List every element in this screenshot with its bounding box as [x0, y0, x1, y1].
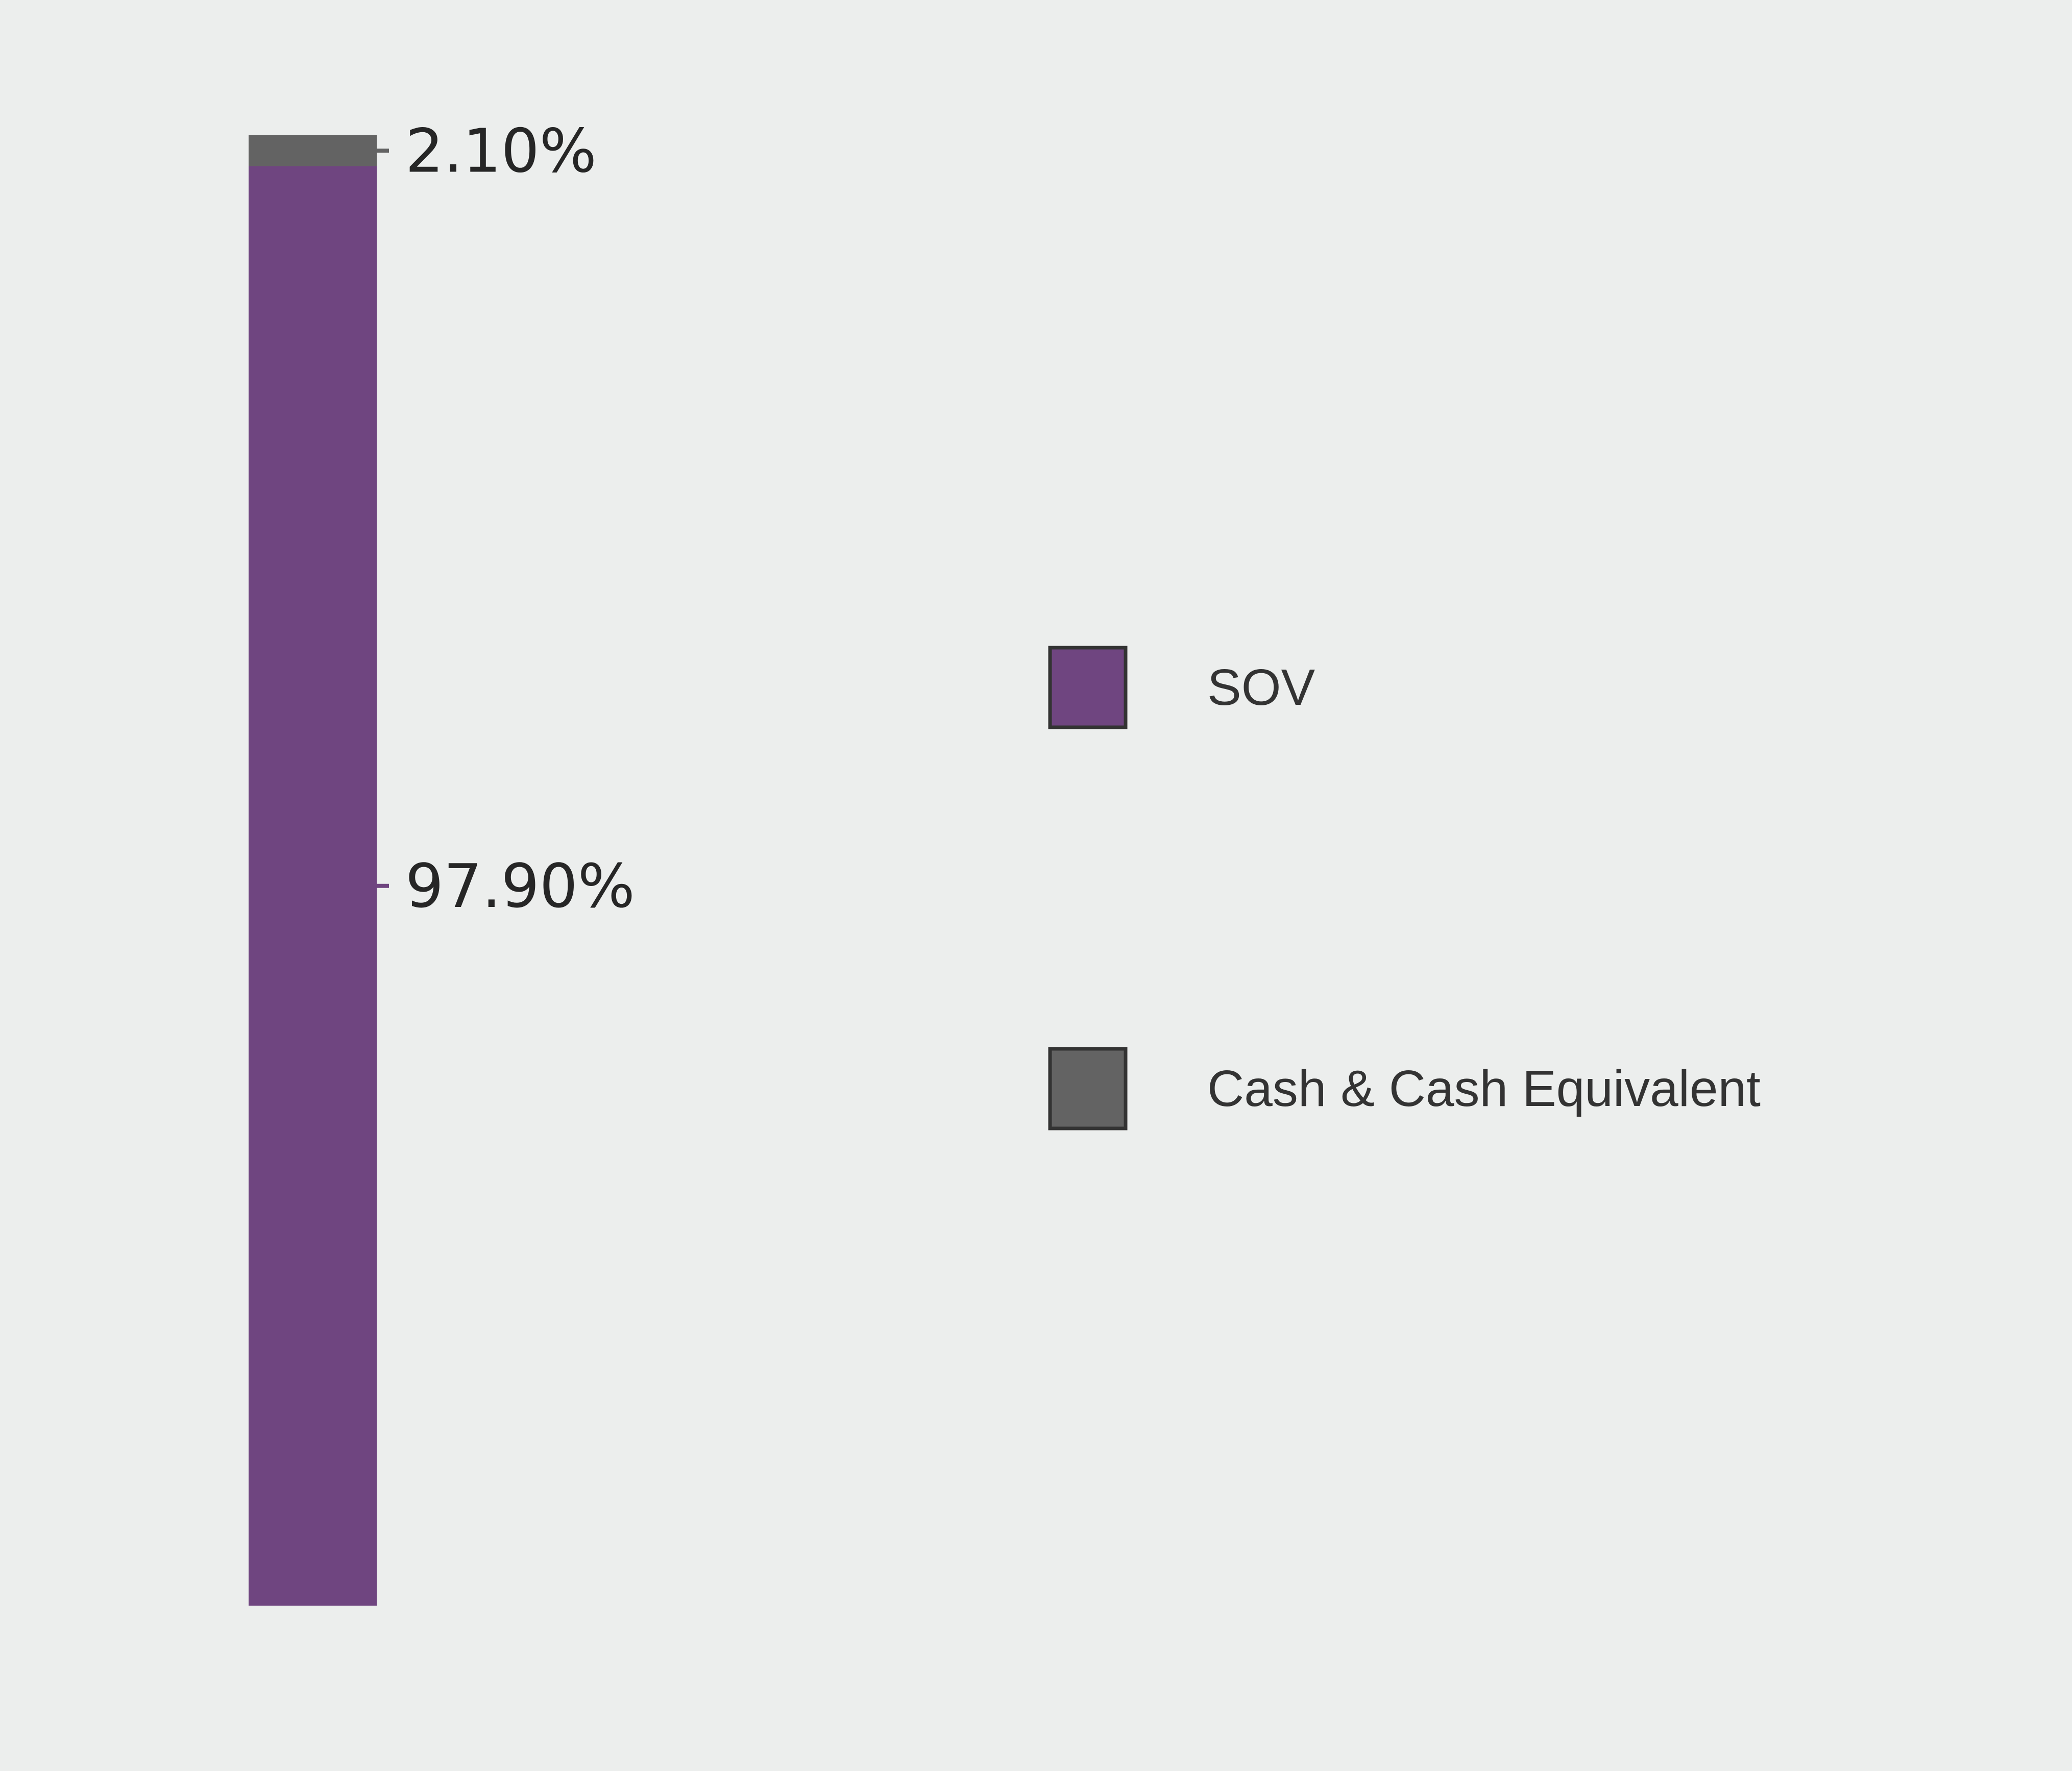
legend-swatch-1	[1048, 1047, 1128, 1130]
legend-label-0: SOV	[1207, 659, 1315, 716]
bar-segment-0	[249, 166, 377, 1606]
bar-stack	[249, 135, 377, 1606]
value-labels: 97.90% 2.10%	[377, 115, 635, 921]
data-label-0: 97.90%	[405, 851, 635, 921]
legend-label-1: Cash & Cash Equivalent	[1207, 1060, 1761, 1117]
legend: SOV Cash & Cash Equivalent	[1048, 646, 1761, 1130]
bar-segment-1	[249, 135, 377, 166]
data-label-1: 2.10%	[405, 115, 597, 186]
legend-swatch-0	[1048, 646, 1128, 729]
